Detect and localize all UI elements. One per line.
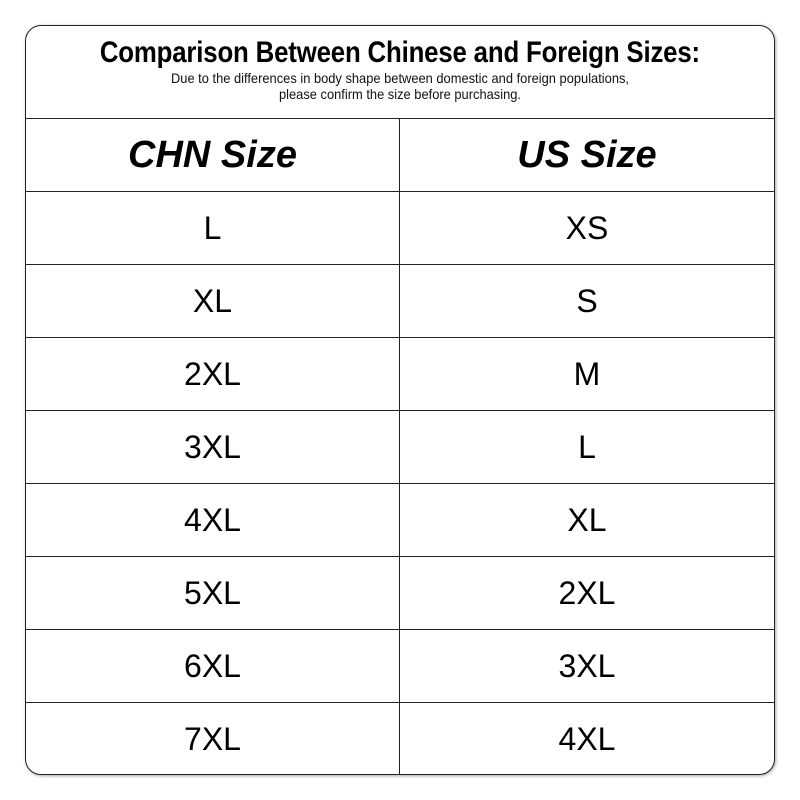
table-row: 4XL XL — [26, 484, 774, 557]
chn-size-cell: L — [26, 192, 400, 264]
header-us-size: US Size — [517, 133, 657, 176]
chn-size-cell: 3XL — [26, 411, 400, 483]
us-size-cell: M — [573, 355, 601, 392]
size-table: CHN Size US Size L XS XL S 2XL M 3XL L 4XL XL 5XL 2… — [26, 119, 774, 774]
table-row: 6XL 3XL — [26, 630, 774, 703]
table-row: L XS — [26, 192, 774, 265]
chn-size-cell: 7XL — [26, 703, 400, 774]
subtitle-line-1: Due to the differences in body shape bet… — [170, 70, 630, 86]
us-size-cell: 2XL — [558, 574, 616, 611]
us-size-cell: XL — [567, 501, 607, 538]
header-chn-size: CHN Size — [26, 119, 400, 191]
us-size-cell: S — [576, 282, 598, 319]
us-size-cell: XS — [565, 209, 609, 246]
table-row: 7XL 4XL — [26, 703, 774, 774]
chn-size-cell: 2XL — [26, 338, 400, 410]
table-row: 2XL M — [26, 338, 774, 411]
subtitle-line-2: please confirm the size before purchasin… — [278, 86, 521, 102]
us-size-cell: L — [578, 428, 596, 465]
table-row: XL S — [26, 265, 774, 338]
table-row: 5XL 2XL — [26, 557, 774, 630]
chn-size-cell: 4XL — [26, 484, 400, 556]
chn-size-cell: 5XL — [26, 557, 400, 629]
chn-size-cell: XL — [26, 265, 400, 337]
chn-size-cell: 6XL — [26, 630, 400, 702]
us-size-cell: 3XL — [558, 647, 616, 684]
chart-header: Comparison Between Chinese and Foreign S… — [26, 26, 774, 119]
us-size-cell: 4XL — [558, 721, 616, 757]
table-header-row: CHN Size US Size — [26, 119, 774, 192]
table-row: 3XL L — [26, 411, 774, 484]
chart-title: Comparison Between Chinese and Foreign S… — [99, 36, 701, 69]
size-chart-card: Comparison Between Chinese and Foreign S… — [25, 25, 775, 775]
